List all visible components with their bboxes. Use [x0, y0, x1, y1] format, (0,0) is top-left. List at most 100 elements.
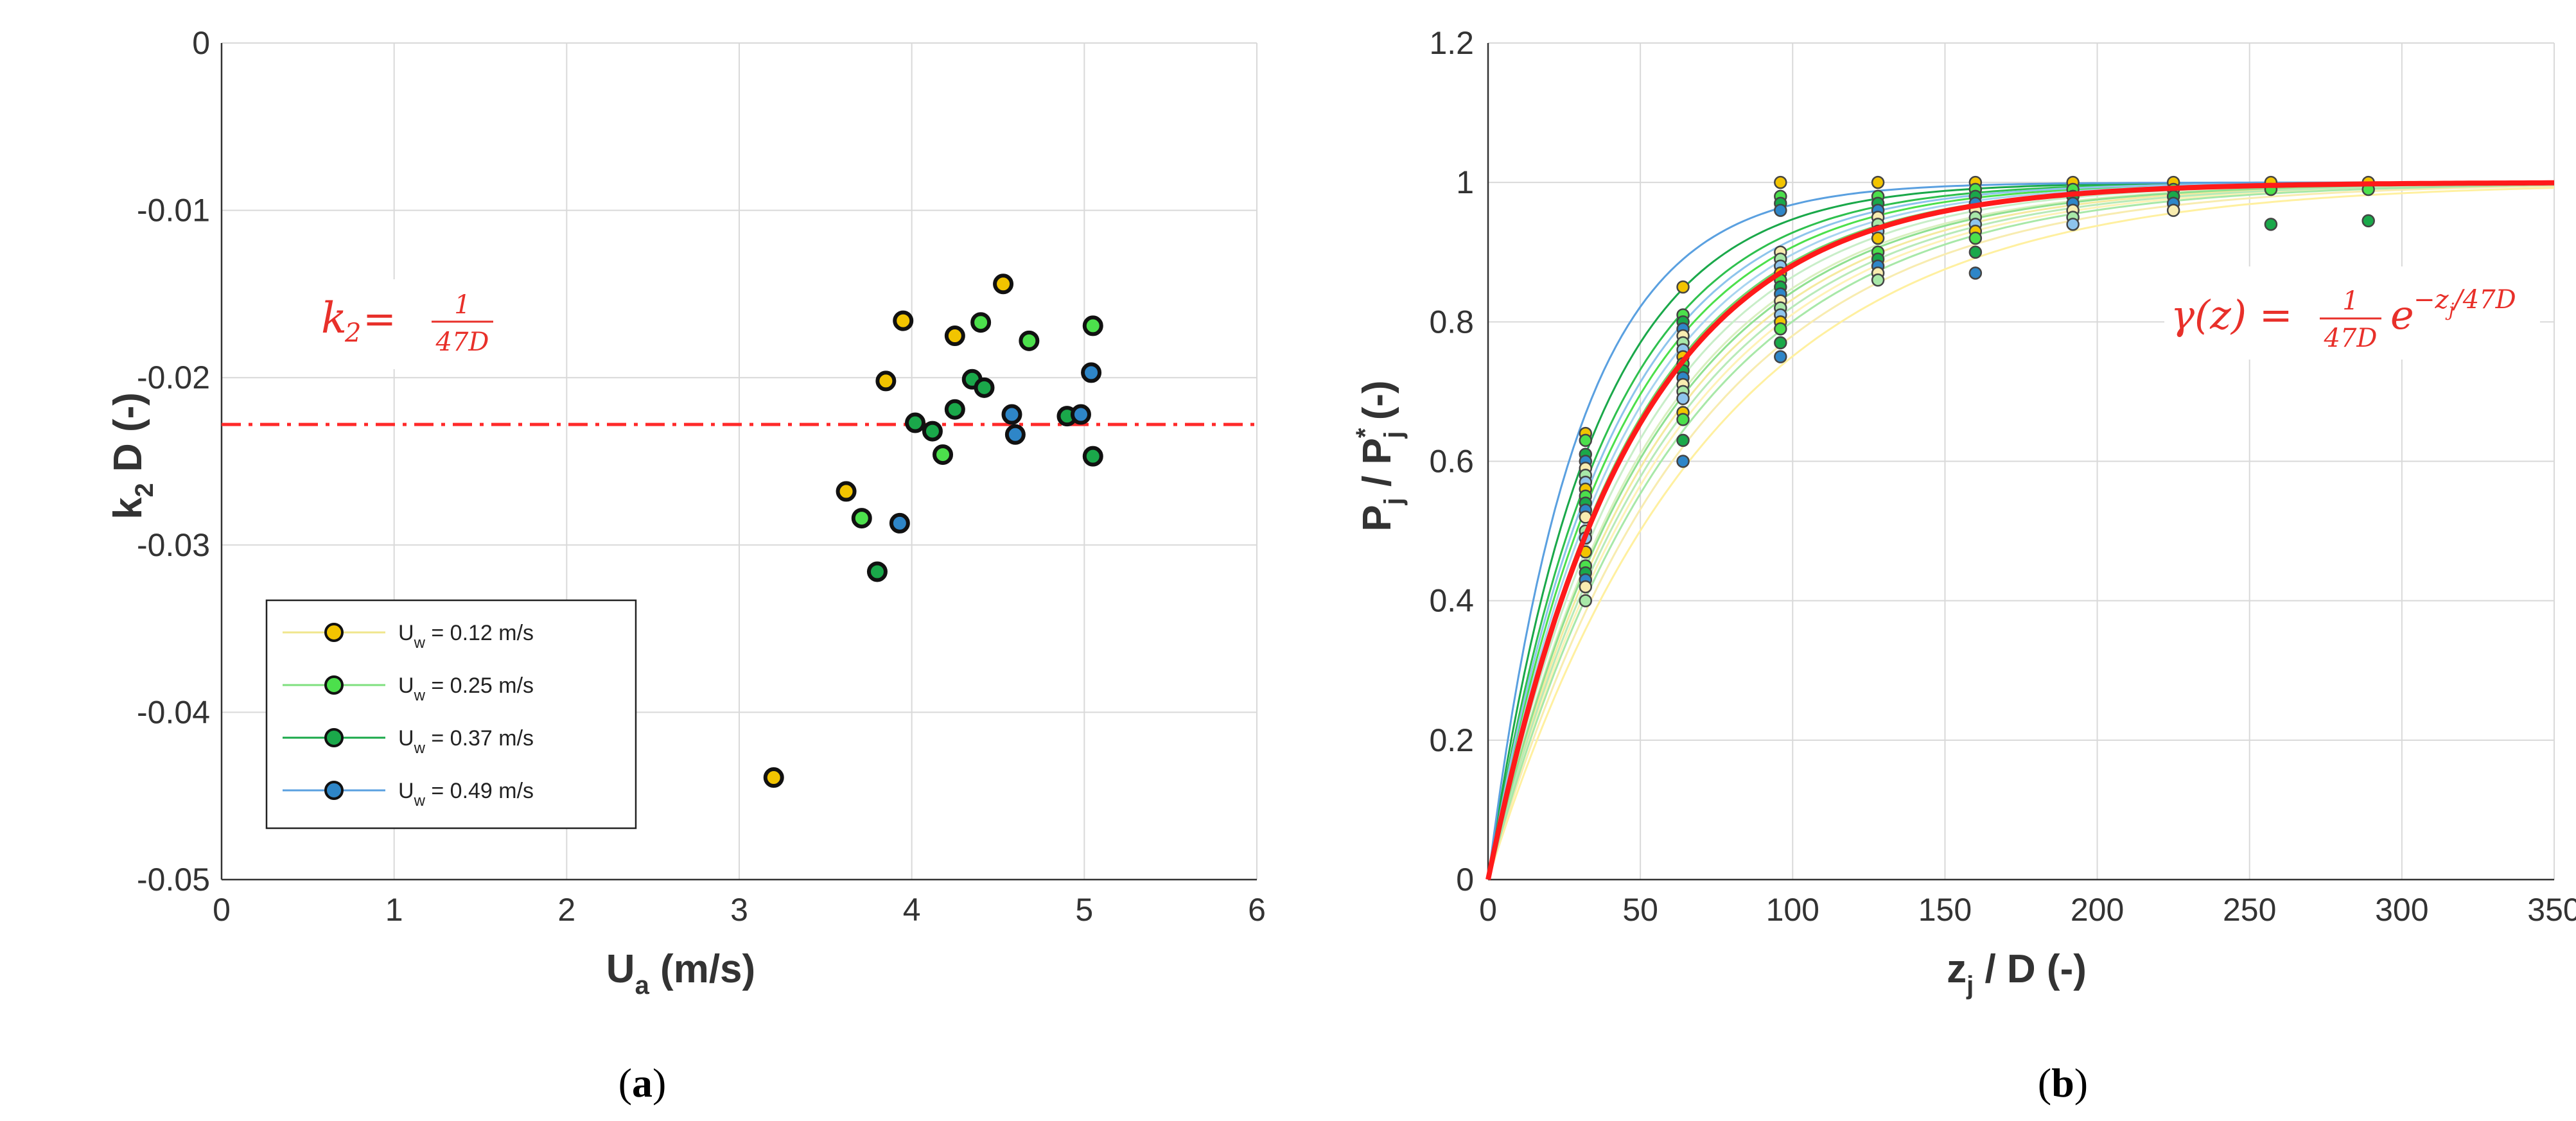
fitted-curve [1487, 183, 2555, 880]
y-tick-label: -0.02 [137, 360, 210, 395]
y-tick-label: 0.8 [1429, 304, 1474, 340]
legend-label-main: U [398, 779, 414, 803]
x-tick-label: 3 [730, 892, 748, 928]
legend-label-sub: w [414, 740, 426, 757]
data-point [1774, 204, 1787, 217]
legend-label: Uw = 0.49 m/s [398, 779, 534, 810]
legend-label-rest: = 0.37 m/s [425, 726, 534, 751]
y-axis-label: k2 D (-) [106, 392, 159, 519]
x-tick-label: 100 [1766, 892, 1819, 928]
y-tick-label: 1 [1456, 164, 1474, 200]
legend-label-main: U [398, 621, 414, 645]
data-point [1774, 322, 1787, 336]
annotation-lhs: k [321, 293, 347, 343]
x-axis-label-sub: j [1966, 971, 1974, 1000]
data-point [1082, 315, 1103, 336]
x-axis-label-main: U [606, 947, 635, 991]
data-point [763, 767, 784, 788]
y-tick-label: -0.03 [137, 527, 210, 563]
x-tick-label: 2 [557, 892, 575, 928]
x-axis-label: zj / D (-) [1947, 947, 2087, 1000]
data-point [1004, 424, 1026, 445]
data-point [933, 444, 954, 465]
annotation-exponent-rest: /47D [2451, 285, 2516, 315]
data-point [1019, 330, 1040, 351]
data-point [851, 508, 872, 529]
data-point [875, 370, 897, 392]
y-tick-label: -0.01 [137, 193, 210, 229]
x-tick-label: 6 [1248, 892, 1266, 928]
annotation-denominator: 47D [435, 327, 489, 357]
legend-label: Uw = 0.25 m/s [398, 673, 534, 704]
data-point [1871, 273, 1885, 287]
x-axis-label-rest: / D (-) [1974, 947, 2087, 991]
y-axis-label-sub: j [1380, 498, 1408, 505]
y-tick-label: 0.4 [1429, 583, 1474, 619]
legend-marker [324, 781, 344, 800]
data-point [944, 399, 965, 420]
fitted-curve [1487, 187, 2555, 880]
annotation-lhs-sub: 2 [344, 318, 361, 348]
y-axis-label-sub: 2 [130, 483, 159, 497]
data-point [1968, 245, 1983, 259]
data-point [922, 421, 943, 442]
panel-label-a: (a) [618, 1060, 667, 1106]
panel-label-b: (b) [2038, 1060, 2088, 1106]
data-point [836, 481, 857, 502]
data-point [1676, 433, 1690, 448]
x-tick-label: 200 [2071, 892, 2124, 928]
y-tick-label: 0 [192, 25, 210, 61]
model-curve [1485, 180, 2554, 880]
data-point [889, 512, 910, 534]
x-axis-label-main: z [1947, 947, 1967, 991]
panel-label-close: ) [2074, 1060, 2088, 1106]
data-point [1968, 231, 1983, 245]
data-point [893, 310, 914, 331]
y-axis-label-main: k [106, 497, 150, 519]
data-point [2166, 204, 2180, 217]
data-point [1070, 404, 1091, 425]
annotation-exponent: −zj/47D [2414, 285, 2516, 320]
legend-label-rest: = 0.49 m/s [425, 779, 534, 803]
data-point [1579, 433, 1593, 448]
annotation-lhs: γ(z) = [2171, 291, 2293, 338]
x-tick-label: 1 [385, 892, 403, 928]
data-point [1774, 175, 1787, 189]
x-tick-label: 350 [2527, 892, 2576, 928]
y-axis-label: Pj / P*j (-) [1351, 380, 1408, 531]
legend-label-sub: w [414, 634, 426, 652]
x-tick-label: 250 [2223, 892, 2276, 928]
y-axis-label-sub2: j [1380, 431, 1408, 439]
y-tick-label: 0.2 [1429, 722, 1474, 758]
annotation-background [315, 279, 559, 369]
x-tick-label: 150 [1918, 892, 1972, 928]
annotation-equals: = [363, 295, 396, 342]
y-tick-label: 0 [1456, 862, 1474, 898]
data-point [1774, 350, 1787, 363]
annotation-base: e [2390, 291, 2414, 338]
data-point [2264, 218, 2278, 231]
data-point [1676, 413, 1690, 426]
data-point [866, 561, 888, 582]
y-axis-label-rest: D (-) [106, 392, 150, 483]
fitted-curve [1487, 185, 2555, 880]
annotation-numerator: 1 [454, 290, 470, 320]
y-axis-label-main: P [1355, 505, 1399, 531]
annotation-exponent-main: −z [2414, 285, 2449, 315]
legend-label-sub: w [414, 792, 426, 810]
legend-label-sub: w [414, 687, 426, 704]
legend-label-rest: = 0.12 m/s [425, 621, 534, 645]
panel-b-chart: 0 50 100 150 200 250 300 350 0 0.2 0.4 0.6 0.8 1 1.2 γ(… [1351, 25, 2576, 1106]
x-axis-label-rest: (m/s) [649, 947, 755, 991]
data-point [2066, 218, 2080, 231]
data-point [1968, 266, 1983, 280]
x-tick-label: 50 [1622, 892, 1658, 928]
panel-label-letter: a [632, 1060, 653, 1106]
data-point [1579, 594, 1593, 607]
annotation-background [2164, 266, 2540, 360]
x-axis-label-sub: a [635, 971, 650, 1000]
annotation-denominator: 47D [2324, 324, 2378, 353]
x-tick-label: 5 [1075, 892, 1093, 928]
legend-label: Uw = 0.37 m/s [398, 726, 534, 757]
